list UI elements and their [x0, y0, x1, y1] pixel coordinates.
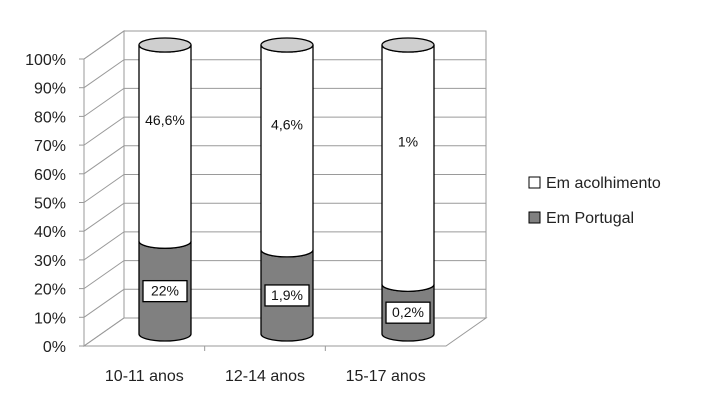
bar-segment-em-acolhimento	[260, 44, 314, 258]
x-category-label: 12-14 anos	[225, 368, 305, 385]
bar-stack: 4,6% 1,9%	[260, 37, 314, 342]
x-axis-labels: 10-11 anos 12-14 anos 15-17 anos	[105, 346, 426, 385]
data-label-em-portugal: 0,2%	[392, 304, 424, 320]
legend-swatch	[528, 176, 541, 189]
bar-top-cap	[138, 37, 192, 53]
bar-top-cap	[381, 37, 435, 53]
legend-swatch	[528, 211, 541, 224]
y-tick-label: 30%	[34, 253, 66, 270]
data-label-em-portugal: 22%	[151, 283, 179, 299]
bar-segment-em-acolhimento	[381, 44, 435, 292]
gridline	[83, 174, 486, 203]
bars: 46,6% 22% 4,6% 1,9% 1% 0,2%	[138, 37, 435, 342]
legend: Em acolhimento Em Portugal	[528, 175, 661, 227]
x-category-label: 15-17 anos	[346, 368, 426, 385]
gridline	[83, 231, 486, 261]
y-axis-ticks: 0% 10% 20% 30% 40% 50% 60% 70% 80% 90% 100%	[25, 52, 85, 356]
bar-top-cap	[260, 37, 314, 53]
y-tick-label: 100%	[25, 52, 66, 69]
y-tick-label: 50%	[34, 196, 66, 213]
data-label-em-acolhimento: 1%	[398, 134, 418, 150]
y-tick-label: 0%	[43, 339, 66, 356]
data-label-box	[385, 301, 431, 324]
data-label-box	[264, 284, 310, 307]
data-label-em-portugal: 1,9%	[271, 287, 303, 303]
gridline	[83, 59, 486, 89]
bar-stack: 46,6% 22%	[138, 37, 192, 342]
gridline	[83, 317, 486, 347]
data-label-box	[142, 279, 188, 303]
legend-label: Em Portugal	[546, 210, 634, 227]
data-label-em-acolhimento: 4,6%	[271, 116, 303, 132]
gridline	[83, 116, 486, 146]
y-tick-label: 80%	[34, 109, 66, 126]
y-tick-label: 60%	[34, 167, 66, 184]
legend-label: Em acolhimento	[546, 175, 661, 192]
y-tick-label: 10%	[34, 310, 66, 327]
gridlines	[83, 30, 486, 347]
bar-segment-em-acolhimento	[138, 44, 192, 249]
y-tick-label: 90%	[34, 81, 66, 98]
y-tick-label: 70%	[34, 138, 66, 155]
x-category-label: 10-11 anos	[105, 368, 184, 385]
gridline	[83, 145, 486, 175]
gridline	[83, 87, 486, 117]
gridline	[83, 202, 486, 232]
y-tick-label: 40%	[34, 224, 66, 241]
bar-stack: 1% 0,2%	[381, 37, 435, 342]
y-tick-label: 20%	[34, 282, 66, 299]
gridline	[83, 30, 486, 60]
gridline	[83, 260, 486, 290]
data-label-em-acolhimento: 46,6%	[145, 112, 185, 128]
gridline	[83, 288, 486, 318]
